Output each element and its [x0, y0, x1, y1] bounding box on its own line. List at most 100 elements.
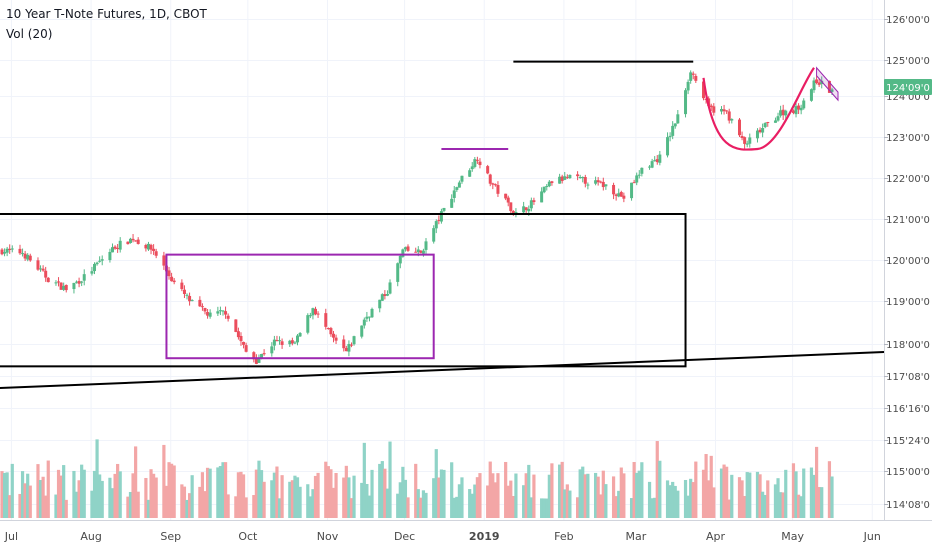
candle-body [604, 184, 608, 187]
volume-bar [725, 466, 729, 518]
volume-bar [779, 492, 783, 518]
candle-body [182, 289, 186, 295]
volume-bar [131, 473, 135, 518]
volume-bar [113, 473, 117, 518]
candle-body [324, 313, 328, 327]
volume-bar [313, 475, 318, 518]
volume-bar [796, 494, 801, 518]
candle-body [506, 197, 510, 203]
volume-bar [254, 469, 258, 518]
candle-body [601, 181, 605, 188]
candle-body [59, 282, 63, 290]
volume-bar [401, 466, 405, 518]
candle-body [568, 174, 572, 179]
candle-body [257, 358, 261, 363]
volume-bar [344, 465, 348, 518]
candle-body [95, 262, 99, 265]
volume-bar [10, 463, 14, 518]
volume-bar [460, 477, 464, 518]
candle-body [347, 343, 351, 352]
candle-body [185, 294, 189, 296]
drawing-rectangle[interactable] [0, 213, 687, 368]
candle-body [612, 184, 616, 195]
volume-bar [488, 461, 492, 518]
drawing-cup-curve[interactable] [702, 67, 815, 151]
drawing-rectangle[interactable] [165, 253, 435, 360]
volume-bar [388, 441, 392, 518]
candle-body [218, 310, 222, 312]
volume-bar [262, 481, 266, 518]
candle-body [776, 116, 780, 121]
candle-body [8, 248, 12, 250]
volume-bar [647, 481, 652, 518]
volume-bar [773, 484, 778, 518]
price-tick-label: 115'24'0 [886, 436, 930, 447]
candle-body [468, 170, 472, 177]
price-tick-label: 119'00'0 [886, 297, 930, 308]
candle-body [416, 249, 420, 253]
candle-body [329, 328, 333, 335]
volume-bar [558, 464, 562, 518]
price-axis[interactable]: 126'00'0 125'00'0 124'00'0 123'00'0 122'00'0… [884, 0, 932, 520]
candle-body [116, 248, 120, 250]
candle-body [80, 281, 84, 283]
volume-bar [100, 480, 104, 518]
volume-bar [632, 461, 636, 518]
volume-bar [599, 494, 603, 518]
volume-bar [802, 468, 806, 518]
volume-bar [134, 446, 138, 518]
candle-body [226, 315, 230, 319]
candle-body [198, 299, 202, 307]
candle-body [830, 89, 834, 92]
candle-body [216, 311, 220, 314]
time-tick-label: Nov [317, 530, 339, 543]
candle-body [586, 184, 590, 186]
candle-body [619, 192, 623, 197]
volume-bar [486, 485, 490, 518]
volume-bar [95, 439, 99, 518]
candle-body [442, 207, 446, 211]
volume-bar [82, 469, 86, 518]
candle-body [3, 252, 7, 254]
candle-body [380, 294, 384, 301]
candle-body [691, 73, 695, 75]
volume-bar [36, 464, 40, 518]
candle-body [378, 299, 382, 309]
last-price-marker: 124'09'0 [884, 79, 932, 95]
volume-bar [108, 477, 112, 518]
candle-body [581, 177, 585, 179]
drawing-trendline[interactable] [0, 351, 885, 390]
volume-bar [745, 472, 749, 518]
candle-body [784, 110, 788, 116]
last-price-label: 124'09'0 [886, 83, 930, 94]
candle-body [203, 307, 207, 312]
price-tick-label: 121'00'0 [886, 215, 930, 226]
volume-bar [799, 496, 803, 518]
price-tick-label: 117'08'0 [886, 372, 930, 383]
drawing-channel[interactable] [816, 66, 839, 102]
volume-bar [432, 478, 436, 518]
candle-body [542, 186, 546, 193]
drawings[interactable] [0, 60, 885, 390]
candle-body [493, 184, 497, 186]
volume-bar [524, 473, 528, 518]
price-tick-label: 115'00'0 [886, 467, 930, 478]
candle-body [763, 123, 767, 128]
candle-body [383, 294, 387, 296]
candle-body [791, 110, 795, 113]
volume-bar [380, 461, 384, 518]
volume-bar [378, 463, 382, 518]
volume-bar [596, 476, 600, 518]
volume-bar [470, 493, 474, 518]
candle-body [653, 160, 657, 162]
volume-bar [827, 461, 832, 518]
volume-bar [239, 471, 243, 518]
candle-body [44, 270, 48, 278]
time-axis[interactable]: Jul Aug Sep Oct Nov Dec 2019 Feb Mar Apr May Jun [0, 520, 932, 550]
candle-body [424, 241, 428, 250]
volume-bar [740, 480, 744, 518]
volume-bar [416, 489, 420, 518]
volume-bar [370, 469, 374, 518]
